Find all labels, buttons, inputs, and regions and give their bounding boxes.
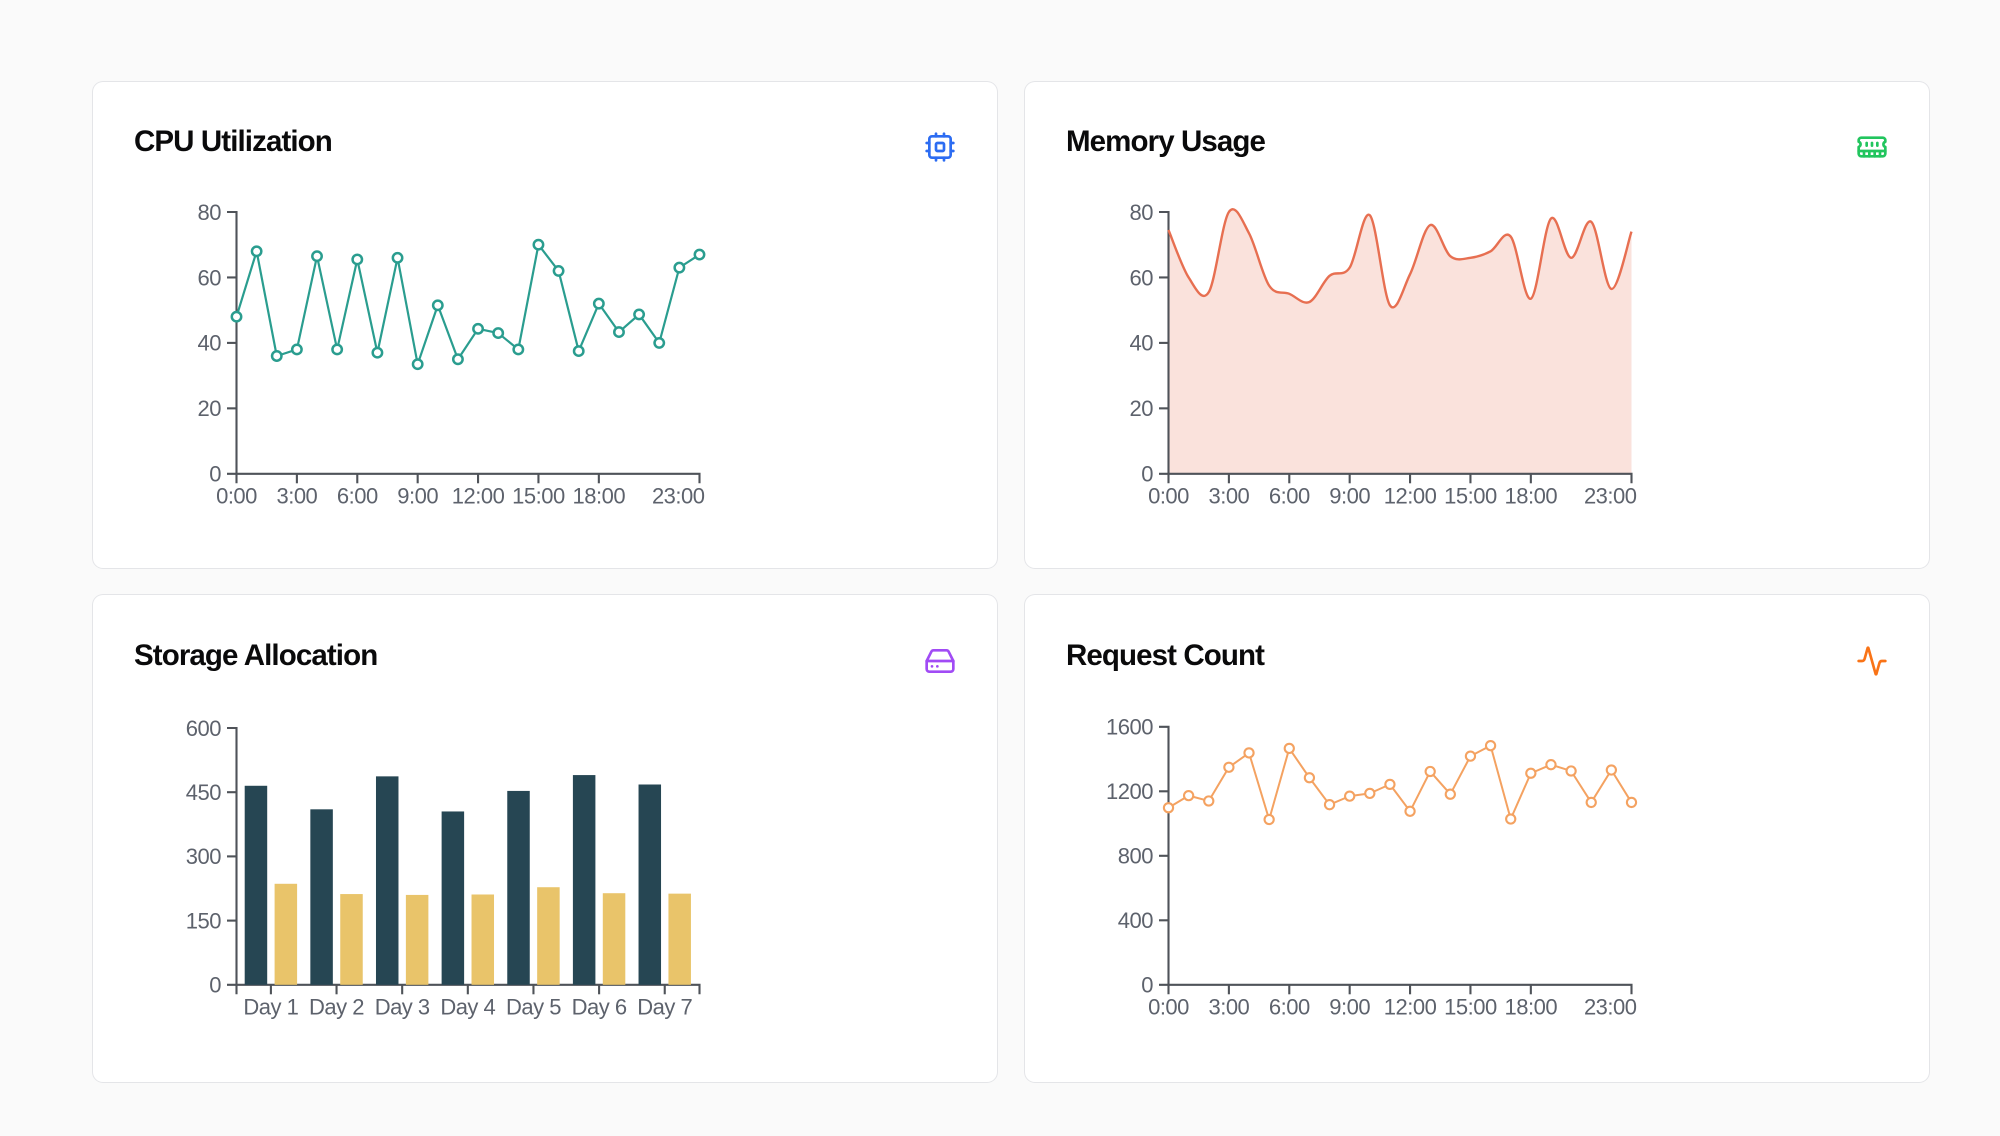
svg-text:1600: 1600	[1106, 715, 1153, 740]
svg-text:80: 80	[198, 199, 222, 224]
svg-text:9:00: 9:00	[1329, 995, 1370, 1020]
svg-text:Day 4: Day 4	[440, 995, 495, 1020]
svg-text:3:00: 3:00	[276, 483, 317, 508]
svg-text:0:00: 0:00	[1148, 483, 1189, 508]
svg-text:Day 1: Day 1	[243, 995, 298, 1020]
svg-text:9:00: 9:00	[1329, 483, 1370, 508]
svg-text:20: 20	[198, 396, 222, 421]
svg-text:300: 300	[186, 844, 221, 869]
svg-text:800: 800	[1118, 844, 1153, 869]
svg-text:23:00: 23:00	[1584, 995, 1637, 1020]
svg-text:0:00: 0:00	[216, 483, 257, 508]
svg-text:3:00: 3:00	[1208, 483, 1249, 508]
svg-text:3:00: 3:00	[1208, 995, 1249, 1020]
svg-text:450: 450	[186, 780, 221, 805]
svg-text:15:00: 15:00	[512, 483, 565, 508]
svg-text:40: 40	[198, 330, 222, 355]
svg-text:12:00: 12:00	[1384, 483, 1437, 508]
svg-text:Day 5: Day 5	[506, 995, 561, 1020]
svg-text:6:00: 6:00	[1269, 483, 1310, 508]
svg-text:Day 6: Day 6	[572, 995, 627, 1020]
svg-text:12:00: 12:00	[452, 483, 505, 508]
svg-text:0: 0	[209, 973, 221, 998]
svg-text:40: 40	[1130, 330, 1154, 355]
svg-text:Day 7: Day 7	[637, 995, 692, 1020]
svg-text:0: 0	[1141, 973, 1153, 998]
svg-text:20: 20	[1130, 396, 1154, 421]
svg-text:23:00: 23:00	[652, 483, 705, 508]
svg-text:0:00: 0:00	[1148, 995, 1189, 1020]
svg-text:15:00: 15:00	[1444, 995, 1497, 1020]
svg-text:60: 60	[1130, 265, 1154, 290]
svg-text:12:00: 12:00	[1384, 995, 1437, 1020]
svg-text:400: 400	[1118, 908, 1153, 933]
svg-text:6:00: 6:00	[1269, 995, 1310, 1020]
svg-text:Day 2: Day 2	[309, 995, 364, 1020]
svg-text:23:00: 23:00	[1584, 483, 1637, 508]
svg-text:0: 0	[1141, 461, 1153, 486]
svg-text:6:00: 6:00	[337, 483, 378, 508]
svg-text:150: 150	[186, 909, 221, 934]
svg-text:9:00: 9:00	[397, 483, 438, 508]
svg-text:80: 80	[1130, 199, 1154, 224]
svg-text:60: 60	[198, 265, 222, 290]
svg-text:1200: 1200	[1106, 779, 1153, 804]
svg-text:18:00: 18:00	[1505, 483, 1558, 508]
svg-text:15:00: 15:00	[1444, 483, 1497, 508]
svg-text:600: 600	[186, 716, 221, 741]
svg-text:0: 0	[209, 461, 221, 486]
svg-text:Day 3: Day 3	[375, 995, 430, 1020]
svg-text:18:00: 18:00	[573, 483, 626, 508]
svg-text:18:00: 18:00	[1505, 995, 1558, 1020]
